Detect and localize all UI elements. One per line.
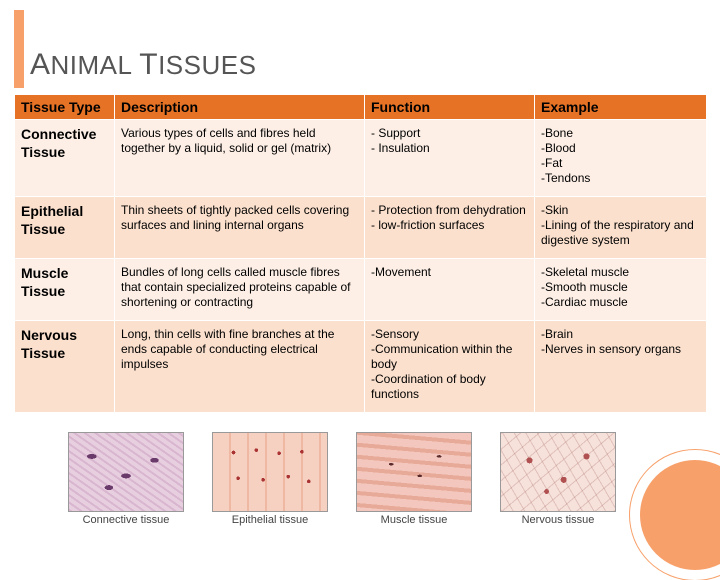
thumb-image — [500, 432, 616, 512]
cell-func: -Sensory -Communication within the body … — [365, 321, 535, 413]
col-function: Function — [365, 95, 535, 120]
table-row: Epithelial Tissue Thin sheets of tightly… — [15, 197, 707, 259]
cell-func: -Movement — [365, 259, 535, 321]
cell-desc: Long, thin cells with fine branches at t… — [115, 321, 365, 413]
thumb-label: Epithelial tissue — [232, 514, 308, 526]
cell-type: Connective Tissue — [15, 120, 115, 197]
thumb-label: Muscle tissue — [381, 514, 448, 526]
col-example: Example — [535, 95, 707, 120]
corner-decoration — [630, 450, 720, 580]
cell-type: Epithelial Tissue — [15, 197, 115, 259]
thumb-image — [212, 432, 328, 512]
cell-example: -Skin -Lining of the respiratory and dig… — [535, 197, 707, 259]
accent-stripe — [14, 10, 24, 88]
cell-func: - Protection from dehydration - low-fric… — [365, 197, 535, 259]
cell-type: Nervous Tissue — [15, 321, 115, 413]
cell-type: Muscle Tissue — [15, 259, 115, 321]
thumb-connective: Connective tissue — [68, 432, 184, 526]
table-row: Connective Tissue Various types of cells… — [15, 120, 707, 197]
cell-example: -Bone -Blood -Fat -Tendons — [535, 120, 707, 197]
thumb-nervous: Nervous tissue — [500, 432, 616, 526]
cell-example: -Brain -Nerves in sensory organs — [535, 321, 707, 413]
col-description: Description — [115, 95, 365, 120]
table-row: Nervous Tissue Long, thin cells with fin… — [15, 321, 707, 413]
cell-func: - Support - Insulation — [365, 120, 535, 197]
thumb-image — [68, 432, 184, 512]
thumb-label: Connective tissue — [83, 514, 170, 526]
cell-desc: Various types of cells and fibres held t… — [115, 120, 365, 197]
cell-desc: Bundles of long cells called muscle fibr… — [115, 259, 365, 321]
col-tissue-type: Tissue Type — [15, 95, 115, 120]
thumb-label: Nervous tissue — [522, 514, 595, 526]
tissue-table: Tissue Type Description Function Example… — [14, 94, 707, 413]
table-row: Muscle Tissue Bundles of long cells call… — [15, 259, 707, 321]
thumb-epithelial: Epithelial tissue — [212, 432, 328, 526]
cell-example: -Skeletal muscle -Smooth muscle -Cardiac… — [535, 259, 707, 321]
cell-desc: Thin sheets of tightly packed cells cove… — [115, 197, 365, 259]
page-title: ANIMAL TISSUES — [30, 48, 256, 82]
thumb-muscle: Muscle tissue — [356, 432, 472, 526]
thumb-image — [356, 432, 472, 512]
tissue-thumbnails: Connective tissue Epithelial tissue Musc… — [68, 432, 616, 526]
table-header-row: Tissue Type Description Function Example — [15, 95, 707, 120]
